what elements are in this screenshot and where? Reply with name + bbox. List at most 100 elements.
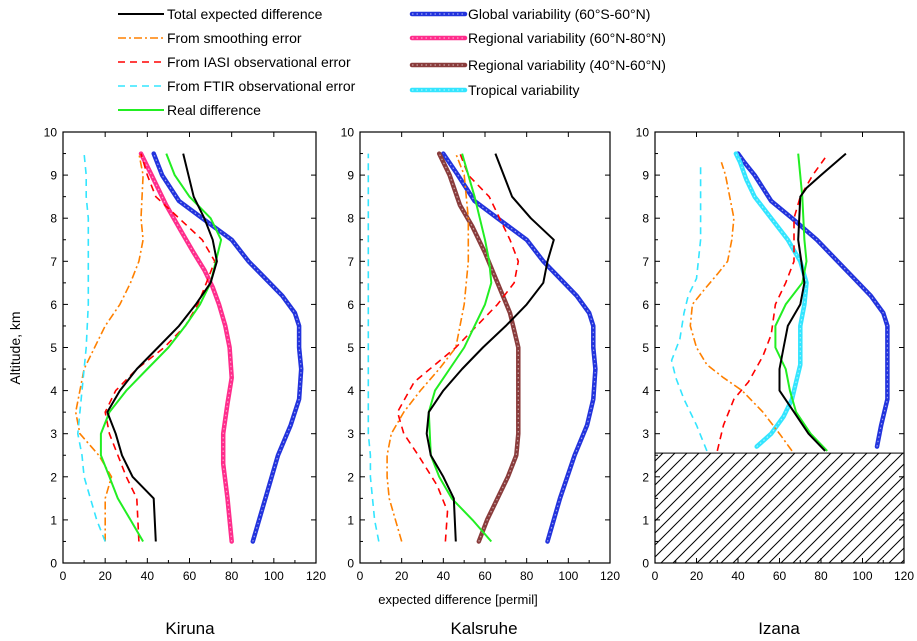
- y-tick-label: 3: [642, 427, 649, 441]
- series-real: [774, 153, 828, 452]
- y-tick-label: 1: [50, 513, 57, 527]
- y-tick-label: 4: [50, 384, 57, 398]
- x-tick-label: 0: [357, 569, 364, 583]
- series-regional_mid-texture: [438, 153, 519, 542]
- legend-entry-smoothing: From smoothing error: [118, 30, 302, 46]
- panel-0: 0 20 40 60 80 100 120 0 1 2 3 4 5 6 7 8 9 10 Kiruna: [44, 126, 327, 639]
- x-tick-label: 80: [225, 569, 239, 583]
- y-tick-label: 10: [44, 126, 58, 140]
- y-tick-label: 0: [50, 557, 57, 571]
- legend-label-total: Total expected difference: [167, 6, 323, 22]
- panel-1: 0 20 40 60 80 100 120 0 1 2 3 4 5 6 7 8 9 10 Kalsruhe: [341, 126, 621, 639]
- legend-entry-regional_north: Regional variability (60°N-80°N): [409, 30, 666, 46]
- y-tick-label: 9: [50, 169, 57, 183]
- legend-label-real: Real difference: [167, 102, 261, 118]
- panel-title: Kiruna: [165, 619, 215, 638]
- y-tick-label: 2: [642, 470, 649, 484]
- legend-label-regional_north: Regional variability (60°N-80°N): [468, 30, 666, 46]
- y-tick-label: 5: [642, 341, 649, 355]
- y-tick-label: 3: [50, 427, 57, 441]
- y-tick-label: 8: [50, 212, 57, 226]
- x-tick-label: 20: [395, 569, 409, 583]
- series-iasi: [396, 153, 520, 542]
- legend-entry-ftir: From FTIR observational error: [118, 78, 356, 94]
- legend-label-ftir: From FTIR observational error: [167, 78, 356, 94]
- x-tick-label: 60: [773, 569, 787, 583]
- series-ftir: [670, 166, 708, 452]
- hatched-region: [654, 452, 905, 564]
- y-tick-label: 10: [636, 126, 650, 140]
- series-iasi: [104, 153, 216, 542]
- legend-label-global: Global variability (60°S-60°N): [468, 6, 650, 22]
- series-real: [427, 153, 493, 543]
- x-tick-label: 40: [437, 569, 451, 583]
- x-tick-label: 20: [690, 569, 704, 583]
- x-tick-label: 100: [264, 569, 284, 583]
- y-tick-label: 10: [341, 126, 355, 140]
- series-real: [99, 153, 223, 543]
- series-smoothing: [689, 161, 793, 452]
- series-smoothing: [386, 153, 470, 542]
- series-regional_north: [138, 151, 234, 544]
- legend-entry-tropical: Tropical variability: [409, 82, 580, 98]
- legend-label-tropical: Tropical variability: [468, 82, 580, 98]
- x-tick-label: 60: [478, 569, 492, 583]
- series-ftir: [77, 153, 106, 542]
- y-tick-label: 6: [642, 298, 649, 312]
- y-tick-label: 6: [50, 298, 57, 312]
- x-tick-label: 0: [652, 569, 659, 583]
- y-tick-label: 9: [642, 169, 649, 183]
- legend-entry-total: Total expected difference: [118, 6, 323, 22]
- y-tick-label: 6: [347, 298, 354, 312]
- y-tick-label: 0: [642, 557, 649, 571]
- x-tick-label: 80: [814, 569, 828, 583]
- plot-frame: [359, 131, 611, 564]
- y-tick-label: 1: [642, 513, 649, 527]
- y-tick-label: 7: [347, 255, 354, 269]
- series-global: [151, 151, 304, 544]
- series-total: [778, 152, 847, 452]
- x-tick-label: 80: [520, 569, 534, 583]
- x-tick-label: 120: [894, 569, 914, 583]
- series-global-texture: [442, 153, 597, 542]
- series-smoothing: [74, 153, 144, 542]
- y-tick-label: 5: [50, 341, 57, 355]
- y-tick-label: 8: [642, 212, 649, 226]
- x-tick-label: 20: [98, 569, 112, 583]
- y-tick-label: 0: [347, 557, 354, 571]
- legend-entry-real: Real difference: [118, 102, 261, 118]
- x-tick-label: 100: [558, 569, 578, 583]
- y-axis-label: Altitude, km: [7, 311, 23, 384]
- x-tick-label: 120: [600, 569, 620, 583]
- y-tick-label: 4: [642, 384, 649, 398]
- series-global-texture: [737, 153, 888, 447]
- legend-entry-global: Global variability (60°S-60°N): [409, 6, 650, 22]
- series-ftir: [367, 153, 380, 542]
- x-tick-label: 100: [852, 569, 872, 583]
- panel-title: Izana: [758, 619, 800, 638]
- series-total: [425, 153, 555, 542]
- y-tick-label: 9: [347, 169, 354, 183]
- x-tick-label: 0: [60, 569, 67, 583]
- panel-title: Kalsruhe: [450, 619, 517, 638]
- legend-entry-regional_mid: Regional variability (40°N-60°N): [409, 57, 666, 73]
- y-tick-label: 7: [50, 255, 57, 269]
- y-tick-label: 2: [347, 470, 354, 484]
- y-tick-label: 4: [347, 384, 354, 398]
- x-tick-label: 120: [306, 569, 326, 583]
- panel-2: 0 20 40 60 80 100 120 0 1 2 3 4 5 6 7 8 9 10 Izana: [636, 126, 915, 639]
- legend-label-regional_mid: Regional variability (40°N-60°N): [468, 57, 666, 73]
- series-total: [106, 153, 218, 542]
- x-tick-label: 60: [183, 569, 197, 583]
- y-tick-label: 7: [642, 255, 649, 269]
- series-regional_north-texture: [140, 153, 233, 542]
- y-tick-label: 2: [50, 470, 57, 484]
- y-tick-label: 1: [347, 513, 354, 527]
- legend-label-smoothing: From smoothing error: [167, 30, 302, 46]
- x-axis-label: expected difference [permil]: [378, 592, 537, 607]
- legend-label-iasi: From IASI observational error: [167, 54, 351, 70]
- x-tick-label: 40: [141, 569, 155, 583]
- y-tick-label: 8: [347, 212, 354, 226]
